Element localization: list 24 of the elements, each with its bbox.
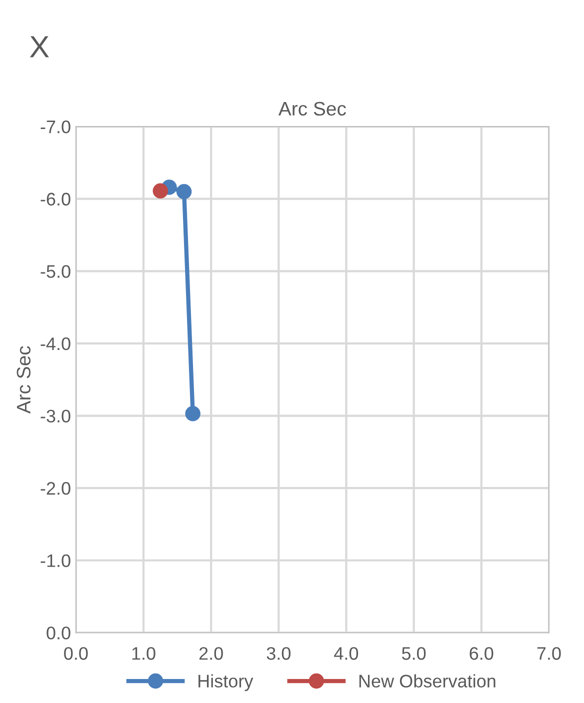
y-tick-label: -2.0 bbox=[40, 482, 70, 495]
x-tick-label: 5.0 bbox=[402, 647, 426, 660]
x-tick-label: 2.0 bbox=[199, 647, 223, 660]
y-tick-label: -7.0 bbox=[40, 120, 70, 134]
legend-label: History bbox=[198, 674, 254, 692]
point bbox=[185, 406, 200, 422]
x-tick-label: 1.0 bbox=[132, 647, 156, 660]
point bbox=[176, 184, 192, 200]
point bbox=[152, 183, 168, 199]
chart-title: X bbox=[30, 36, 49, 58]
y-tick-label: -5.0 bbox=[40, 265, 70, 278]
y-axis-title: Arc Sec bbox=[16, 346, 31, 414]
x-tick-label: 3.0 bbox=[266, 647, 290, 660]
y-tick-label: -4.0 bbox=[40, 337, 70, 350]
x-axis-title: Arc Sec bbox=[278, 102, 346, 116]
x-tick-label: 7.0 bbox=[537, 647, 561, 660]
x-tick-label: 6.0 bbox=[470, 647, 494, 660]
y-tick-label: -3.0 bbox=[40, 410, 70, 422]
legend-label: New Observation bbox=[359, 674, 496, 688]
x-tick-label: 4.0 bbox=[334, 647, 358, 660]
y-tick-label: -6.0 bbox=[40, 192, 70, 206]
y-tick-label: 0.0 bbox=[46, 626, 70, 640]
x-tick-label: 0.0 bbox=[64, 647, 88, 660]
y-tick-label: -1.0 bbox=[40, 554, 70, 568]
